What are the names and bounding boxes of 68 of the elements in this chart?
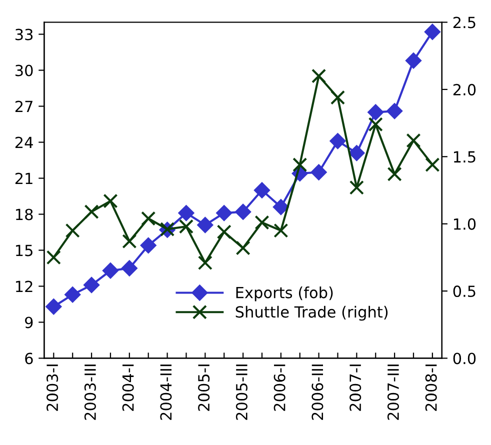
- point: [216, 224, 232, 240]
- point: [368, 104, 384, 120]
- point: [84, 204, 99, 220]
- point: [197, 217, 214, 233]
- x-tick-label: 2004-I: [122, 364, 134, 411]
- point: [103, 194, 118, 208]
- point: [46, 298, 62, 315]
- y-tick-label: 21: [15, 172, 32, 184]
- point: [349, 180, 364, 195]
- y-tick-label: 24: [15, 136, 33, 148]
- y2-tick-label: 2.5: [453, 16, 476, 28]
- point: [386, 103, 402, 119]
- x-tick-label: 2004-III: [160, 364, 172, 420]
- x-tick-label: 2007-I: [350, 364, 362, 411]
- point: [424, 24, 440, 40]
- legend-label: Exports (fob): [236, 286, 333, 302]
- point: [46, 250, 61, 265]
- point: [65, 223, 80, 238]
- x-tick-label: 2007-III: [387, 364, 399, 420]
- point: [236, 240, 250, 256]
- point: [121, 260, 138, 276]
- x-tick-label: 2003-III: [84, 364, 96, 420]
- x-tick-label: 2008-I: [425, 364, 437, 411]
- y2-tick-label: 1.0: [454, 218, 476, 230]
- point: [102, 262, 118, 279]
- x-tick-label: 2005-I: [198, 364, 210, 411]
- point: [178, 205, 194, 221]
- y-tick-label: 30: [15, 64, 33, 76]
- point: [122, 234, 137, 249]
- y-tick-label: 9: [25, 316, 33, 328]
- point: [406, 133, 421, 148]
- point: [274, 223, 288, 238]
- y-tick-label: 33: [15, 28, 33, 40]
- y2-tick-label: 0.0: [453, 352, 476, 364]
- y2-tick-label: 2.0: [453, 84, 476, 96]
- y-tick-label: 27: [15, 100, 32, 112]
- point: [310, 164, 327, 180]
- point: [178, 219, 194, 234]
- point: [348, 145, 365, 161]
- point: [140, 238, 156, 254]
- point: [312, 68, 326, 84]
- x-tick-label: 2005-III: [236, 364, 248, 420]
- point: [235, 204, 251, 220]
- y2-tick-label: 1.5: [454, 151, 476, 163]
- y-tick-label: 18: [16, 208, 33, 220]
- y-tick-label: 15: [16, 244, 32, 256]
- point: [330, 133, 346, 149]
- point: [292, 157, 308, 172]
- point: [273, 199, 289, 215]
- point: [330, 90, 346, 105]
- point: [84, 277, 100, 293]
- y-tick-label: 6: [25, 352, 33, 364]
- point: [216, 205, 232, 221]
- x-tick-label: 2003-I: [46, 364, 58, 411]
- y-tick-label: 12: [16, 280, 32, 292]
- point: [254, 215, 270, 230]
- y2-tick-label: 0.5: [453, 285, 476, 298]
- point: [368, 117, 383, 132]
- x-tick-label: 2006-III: [312, 364, 324, 420]
- point: [425, 157, 440, 172]
- legend-label: Shuttle Trade (right): [236, 306, 388, 321]
- point: [406, 52, 422, 69]
- point: [64, 286, 81, 303]
- point: [141, 211, 156, 226]
- x-tick-label: 2006-I: [274, 364, 286, 411]
- point: [198, 256, 212, 270]
- point: [254, 182, 270, 198]
- point: [387, 166, 402, 182]
